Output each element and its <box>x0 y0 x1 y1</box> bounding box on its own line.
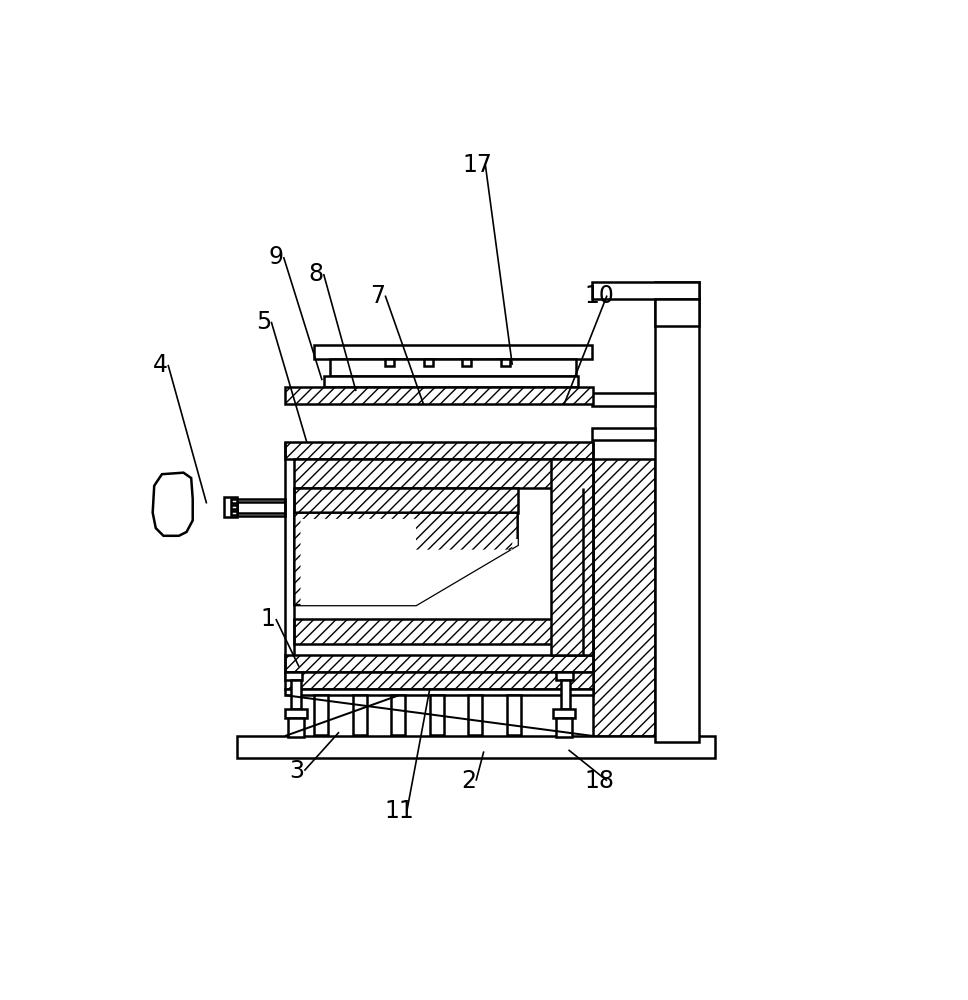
Bar <box>654 299 699 326</box>
Bar <box>286 655 593 672</box>
Bar <box>654 282 699 742</box>
Bar <box>286 709 307 718</box>
Bar <box>315 345 591 359</box>
Bar <box>231 499 237 503</box>
Text: 8: 8 <box>309 262 323 286</box>
Polygon shape <box>300 519 518 605</box>
Bar <box>294 459 583 488</box>
Bar <box>286 387 593 404</box>
Bar <box>469 695 482 735</box>
Polygon shape <box>294 513 518 605</box>
Bar <box>291 680 300 709</box>
Bar <box>224 497 237 517</box>
Bar <box>551 459 593 655</box>
Bar <box>591 282 699 299</box>
Bar <box>286 672 593 689</box>
Bar <box>391 695 406 735</box>
Bar <box>294 619 583 644</box>
Text: 10: 10 <box>585 284 615 308</box>
Polygon shape <box>593 459 654 736</box>
Text: 17: 17 <box>463 153 493 177</box>
Text: 18: 18 <box>585 769 615 793</box>
Text: 4: 4 <box>153 353 167 377</box>
Bar <box>286 689 593 695</box>
Bar <box>591 393 654 406</box>
Bar <box>424 359 433 366</box>
Bar <box>286 672 302 680</box>
Bar <box>557 718 571 737</box>
Bar <box>430 695 443 735</box>
Text: 2: 2 <box>461 769 476 793</box>
Bar <box>560 680 570 709</box>
Text: 3: 3 <box>289 759 304 783</box>
Text: 1: 1 <box>260 607 276 631</box>
Bar <box>507 695 521 735</box>
Bar <box>288 718 304 737</box>
Bar <box>500 359 510 366</box>
Text: 11: 11 <box>384 799 414 823</box>
Bar <box>553 709 575 718</box>
Text: 9: 9 <box>268 245 284 269</box>
Bar <box>591 428 654 440</box>
Bar <box>237 499 286 516</box>
Bar <box>330 359 576 376</box>
Bar <box>353 695 367 735</box>
Text: 5: 5 <box>256 310 271 334</box>
Bar <box>385 359 395 366</box>
Bar <box>231 511 237 515</box>
Bar <box>237 736 714 758</box>
Bar <box>294 488 518 513</box>
Bar <box>231 505 237 509</box>
Bar <box>463 359 471 366</box>
Bar <box>323 376 578 387</box>
Polygon shape <box>153 473 193 536</box>
Bar <box>286 442 593 459</box>
Text: 7: 7 <box>370 284 385 308</box>
Bar <box>315 695 328 735</box>
Bar <box>557 672 573 680</box>
